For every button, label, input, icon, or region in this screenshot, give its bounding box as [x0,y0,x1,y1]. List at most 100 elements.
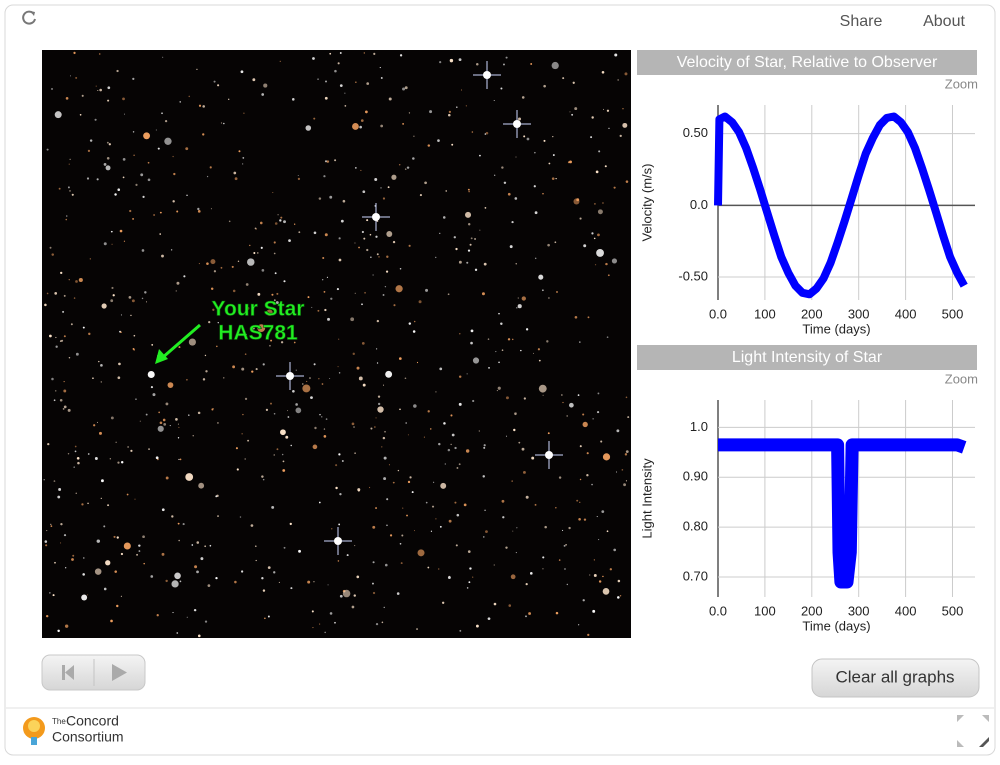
star [54,561,56,564]
star [282,469,286,472]
y-tick-label: 1.0 [690,419,708,434]
star [302,383,304,385]
star [202,378,206,381]
about-link[interactable]: About [923,13,965,30]
zoom-link[interactable]: Zoom [945,76,978,91]
star [346,554,349,557]
star [276,292,279,295]
star [152,393,156,397]
star [579,341,581,343]
star [565,543,567,546]
star [324,308,327,312]
star [538,359,541,362]
fullscreen-icon[interactable] [957,715,989,747]
star [372,591,376,595]
star [78,277,83,283]
star [624,72,628,76]
star [613,186,616,189]
star [243,112,245,114]
star [606,530,609,533]
star [239,516,242,518]
star [507,338,511,341]
star [352,352,355,355]
star [337,366,339,368]
star [562,77,565,80]
star [406,514,408,517]
x-tick-label: 300 [848,603,870,618]
star [292,98,295,101]
star [317,78,319,80]
star [270,402,272,405]
star [448,113,451,117]
star [282,460,285,463]
star [542,556,545,559]
star [48,334,52,338]
star [566,583,569,586]
star [517,304,522,309]
star [627,416,630,419]
star [562,529,564,531]
star [546,340,549,343]
star [339,493,342,496]
star [172,200,175,203]
star [531,456,535,460]
star [114,570,117,573]
star [364,291,366,294]
star [487,617,491,621]
star [511,480,513,482]
arrow [161,323,201,360]
star [582,421,588,428]
star [297,177,301,181]
star [302,384,311,393]
star [429,428,432,430]
reset-button[interactable] [62,665,74,680]
reload-icon[interactable] [22,10,36,25]
zoom-link[interactable]: Zoom [945,371,978,386]
star [573,198,580,205]
star [295,407,302,414]
star [178,458,180,461]
star [319,413,321,416]
star [228,98,230,100]
star [381,446,383,448]
star [472,576,474,578]
star [413,320,416,323]
star [51,253,54,256]
star [81,594,88,601]
play-button[interactable] [112,664,127,681]
star [261,268,265,272]
star [257,292,261,296]
star [621,469,624,471]
star [526,137,530,141]
star [591,232,594,235]
star [228,220,231,223]
star [73,466,75,468]
star [338,372,341,374]
star [242,163,244,165]
star [538,384,547,393]
star [241,367,245,371]
star [595,170,599,174]
star [622,108,624,110]
clear-button[interactable] [811,658,980,698]
star [63,534,67,537]
share-link[interactable]: Share [840,13,883,30]
star [467,188,470,191]
star [185,473,194,481]
star [602,588,610,595]
star [122,157,126,161]
star [233,171,237,175]
star [551,177,555,180]
star [46,148,49,151]
star [63,380,65,383]
star [602,575,604,578]
x-tick-label: 400 [895,603,917,618]
star [273,571,276,574]
star [205,370,208,373]
star [107,99,110,102]
star [313,231,317,235]
star [368,486,371,489]
star [96,421,99,423]
star [106,141,109,144]
star [361,303,363,306]
